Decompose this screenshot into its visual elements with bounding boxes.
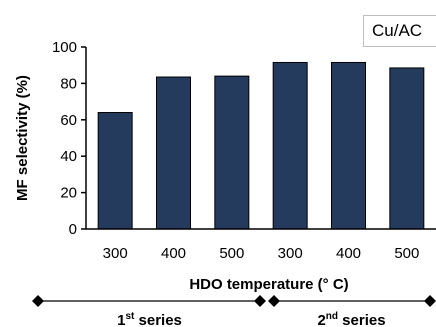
group-label: 1st series <box>117 311 182 327</box>
bar <box>331 61 366 230</box>
series-group-brackets: 1st series 2nd series <box>32 295 436 327</box>
group-label: 2nd series <box>317 311 385 327</box>
bars <box>97 61 425 230</box>
catalyst-label: Cu/AC <box>363 15 436 47</box>
bar <box>389 67 425 230</box>
group-marker <box>32 295 44 307</box>
x-tick-label: 400 <box>336 245 361 262</box>
y-tick-label: 100 <box>52 39 77 56</box>
y-tick-label: 20 <box>60 185 77 202</box>
y-tick-label: 40 <box>60 148 77 165</box>
bar <box>272 61 308 230</box>
y-tick-label: 0 <box>69 221 77 238</box>
y-tick-label: 80 <box>60 75 77 92</box>
x-tick-label: 500 <box>219 245 244 262</box>
x-tick-label: 300 <box>103 245 128 262</box>
bar <box>156 76 191 230</box>
y-axis-label: MF selectivity (%) <box>14 75 31 201</box>
x-tick-label: 400 <box>161 245 186 262</box>
x-tick-label: 300 <box>278 245 303 262</box>
y-tick-label: 60 <box>60 112 77 129</box>
group-marker <box>254 295 266 307</box>
x-axis-label: HDO temperature (° C) <box>189 276 348 293</box>
bar <box>97 112 133 230</box>
x-tick-label: 500 <box>394 245 419 262</box>
y-axis-ticks: 0 20 40 60 80 100 <box>52 39 86 238</box>
bar <box>214 75 250 230</box>
x-axis-ticks: 300 400 500 300 400 500 <box>103 245 420 262</box>
group-marker <box>268 295 280 307</box>
group-marker <box>424 295 436 307</box>
